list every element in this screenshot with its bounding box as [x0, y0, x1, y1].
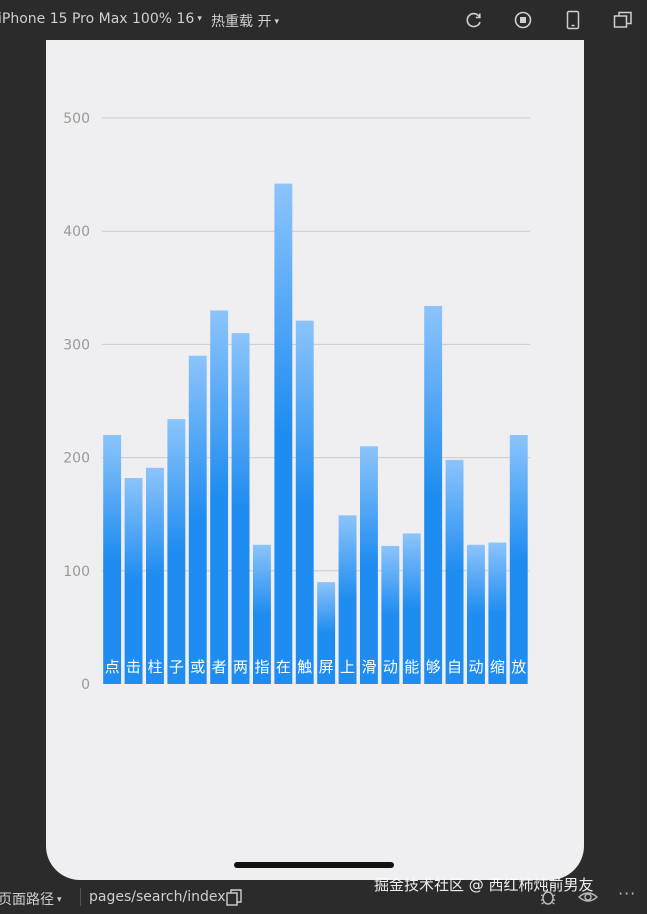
chevron-down-icon: ▾	[197, 14, 202, 24]
y-axis: 0 100 200 300 400 500	[63, 111, 90, 693]
bar[interactable]	[467, 544, 485, 684]
y-tick-label: 300	[63, 337, 90, 353]
bar-label: 缩	[490, 658, 505, 676]
y-tick-label: 0	[81, 677, 90, 693]
bar-label: 能	[404, 658, 419, 676]
device-label: iPhone 15 Pro Max 100% 16	[0, 11, 195, 27]
copy-icon[interactable]	[226, 889, 242, 907]
bar[interactable]	[424, 305, 443, 684]
bar[interactable]	[210, 310, 229, 684]
bar[interactable]	[488, 542, 507, 685]
y-tick-label: 500	[63, 111, 90, 127]
bar[interactable]	[338, 515, 357, 684]
bar-label: 屏	[319, 658, 334, 676]
status-bar: 页面路径 ▾ pages/search/index ···	[0, 880, 647, 914]
bar-label: 动	[468, 658, 483, 676]
home-indicator	[234, 862, 394, 868]
bar[interactable]	[295, 320, 314, 684]
bar-labels: 点击柱子或者两指在触屏上滑动能够自动缩放	[105, 658, 527, 676]
bar-label: 在	[276, 658, 291, 676]
eye-icon[interactable]	[578, 888, 598, 906]
bar-label: 柱	[147, 658, 162, 676]
phone-screen: 0 100 200 300 400 500 点击柱子或者两指在触屏上滑动能够自动缩放	[46, 40, 584, 880]
bar[interactable]	[167, 419, 186, 684]
grid-lines	[102, 117, 530, 572]
divider	[80, 888, 81, 906]
window-icon[interactable]	[613, 10, 633, 30]
bar[interactable]	[509, 434, 528, 684]
bar[interactable]	[188, 355, 207, 684]
bar[interactable]	[103, 434, 122, 684]
bar-label: 者	[212, 658, 227, 676]
phone-icon[interactable]	[563, 10, 583, 30]
bar[interactable]	[445, 459, 464, 684]
page-path: pages/search/index	[89, 889, 226, 905]
stop-icon[interactable]	[513, 10, 533, 30]
more-icon[interactable]: ···	[618, 884, 637, 903]
bar[interactable]	[381, 545, 400, 684]
bar-label: 子	[169, 658, 184, 676]
page-path-label: 页面路径	[0, 892, 54, 908]
bar[interactable]	[317, 582, 336, 684]
bar-label: 动	[383, 658, 398, 676]
bar-label: 滑	[361, 658, 376, 676]
y-tick-label: 200	[63, 451, 90, 467]
bar-label: 自	[447, 658, 462, 676]
watermark: 掘金技术社区 @ 西红柿炖前男友	[374, 876, 594, 894]
bar[interactable]	[124, 477, 143, 684]
bar[interactable]	[253, 544, 271, 684]
bar-label: 触	[297, 658, 312, 676]
bars	[103, 183, 528, 685]
page-path-selector[interactable]: 页面路径 ▾	[0, 889, 62, 909]
bar[interactable]	[274, 183, 293, 684]
bar[interactable]	[360, 446, 378, 684]
y-tick-label: 400	[63, 224, 90, 240]
chevron-down-icon: ▾	[57, 895, 62, 905]
bar[interactable]	[402, 533, 421, 684]
bar-chart[interactable]: 0100200300400500 点击柱子或者两指在触屏上滑动能够自动缩放	[46, 40, 584, 880]
bar-label: 点	[105, 658, 120, 676]
bar[interactable]	[146, 467, 164, 684]
bar[interactable]	[231, 333, 250, 684]
y-tick-label: 100	[63, 564, 90, 580]
bar-label: 指	[254, 658, 269, 676]
bar-label: 上	[340, 658, 355, 676]
bug-icon[interactable]	[538, 888, 558, 906]
refresh-icon[interactable]	[464, 10, 484, 30]
hot-reload-label: 热重载 开	[211, 14, 272, 30]
simulator-toolbar: iPhone 15 Pro Max 100% 16 ▾ 热重载 开 ▾	[0, 0, 647, 40]
bar-label: 够	[426, 658, 441, 676]
bar-label: 两	[233, 658, 248, 676]
chevron-down-icon: ▾	[274, 17, 279, 27]
device-selector[interactable]: iPhone 15 Pro Max 100% 16 ▾	[0, 11, 202, 27]
bar-label: 或	[190, 658, 205, 676]
bar-label: 放	[511, 658, 526, 676]
bar-label: 击	[126, 658, 141, 676]
hot-reload-toggle[interactable]: 热重载 开 ▾	[211, 11, 279, 31]
